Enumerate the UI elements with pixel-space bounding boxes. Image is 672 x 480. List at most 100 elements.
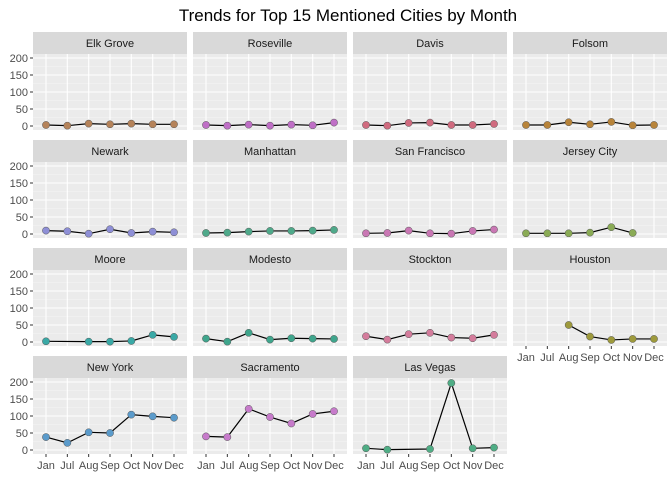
x-tick-label: Aug [559,352,579,364]
y-tick-label: 50 [16,320,28,332]
data-point [42,337,50,346]
panel-strip-label: Stockton [409,254,452,266]
data-point [383,121,392,130]
y-tick-label: 100 [10,411,28,423]
data-point [468,227,477,235]
data-point [383,335,392,344]
panel-newark: Newark 0 50 100 150 200 [10,140,187,241]
panel-strip [353,32,507,54]
data-point [148,331,157,339]
y-tick-label: 100 [10,195,28,207]
data-point [223,337,232,346]
data-point [522,229,530,238]
panel-strip-label: Las Vegas [404,362,456,374]
chart-title: Trends for Top 15 Mentioned Cities by Mo… [179,6,517,25]
x-tick-label: Nov [303,460,323,472]
data-point [628,229,637,237]
data-point [447,121,456,129]
x-tick-label: Jul [60,460,74,472]
panel-san-francisco: San Francisco [353,140,507,238]
panel-manhattan: Manhattan [193,140,347,238]
data-point [362,332,370,341]
panel-strip [193,356,347,378]
data-point [586,332,594,341]
data-point [244,405,253,413]
data-point [628,121,637,130]
x-tick-label: Dec [164,460,184,472]
y-tick-label: 150 [10,286,28,298]
panel-roseville: Roseville [193,32,347,130]
panel-strip-label: Jersey City [563,146,618,158]
x-tick-label: Aug [79,460,99,472]
y-tick-label: 150 [10,178,28,190]
panel-strip [353,356,507,378]
panel-new-york: New York 0 50 100 150 200 Jan Jul Aug Sep Oct Nov De… [10,356,187,472]
data-point [106,337,114,346]
data-point [447,333,456,342]
panel-moore: Moore 0 50 100 150 200 [10,248,187,349]
x-tick-label: Sep [580,352,600,364]
y-tick-label: 50 [16,212,28,224]
data-point [170,120,178,129]
data-point [383,229,392,237]
data-point [84,428,93,437]
panel-strip-label: Manhattan [244,146,296,158]
data-point [543,229,552,238]
data-point [84,337,93,346]
data-point [223,228,232,237]
x-tick-label: Aug [239,460,259,472]
data-point [244,328,253,337]
data-point [362,444,370,453]
y-tick-label: 150 [10,70,28,82]
data-point [628,335,637,343]
x-tick-label: Oct [283,460,300,472]
panel-strip [193,32,347,54]
data-point [287,227,296,235]
x-tick-label: Dec [484,460,504,472]
data-point [127,229,136,237]
panel-strip [33,356,187,378]
data-point [650,335,658,343]
panel-strip [33,248,187,270]
data-point [330,407,338,416]
x-tick-label: Oct [603,352,620,364]
data-point [564,229,573,238]
x-tick-label: Dec [324,460,344,472]
y-tick-label: 200 [10,161,28,173]
y-tick-label: 50 [16,104,28,116]
data-point [127,337,136,345]
data-point [308,410,317,418]
panel-strip-label: New York [87,362,134,374]
x-tick-label: Oct [123,460,140,472]
panel-strip [33,32,187,54]
y-tick-label: 200 [10,53,28,65]
panel-strip-label: San Francisco [395,146,465,158]
y-tick-label: 50 [16,428,28,440]
panel-strip [513,32,667,54]
data-point [42,433,50,441]
x-tick-label: Jul [540,352,554,364]
panel-strip-label: Sacramento [240,362,299,374]
panel-strip-label: Modesto [249,254,291,266]
panel-davis: Davis [353,32,507,130]
y-tick-label: 0 [22,445,28,457]
data-point [287,334,296,343]
data-point [383,445,392,454]
y-tick-label: 150 [10,394,28,406]
data-point [63,227,72,236]
panel-las-vegas: Las Vegas Jan Jul Aug Sep Oct Nov Dec [353,356,507,472]
data-point [106,429,114,437]
x-tick-label: Jan [357,460,375,472]
data-point [426,229,434,238]
data-point [404,330,413,339]
panel-jersey-city: Jersey City [513,140,667,238]
data-point [148,412,157,421]
y-tick-label: 200 [10,377,28,389]
data-point [170,333,178,341]
data-point [287,419,296,428]
data-point [287,120,296,129]
data-point [127,410,136,419]
x-tick-label: Nov [623,352,643,364]
data-point [84,119,93,128]
data-point [426,118,434,127]
